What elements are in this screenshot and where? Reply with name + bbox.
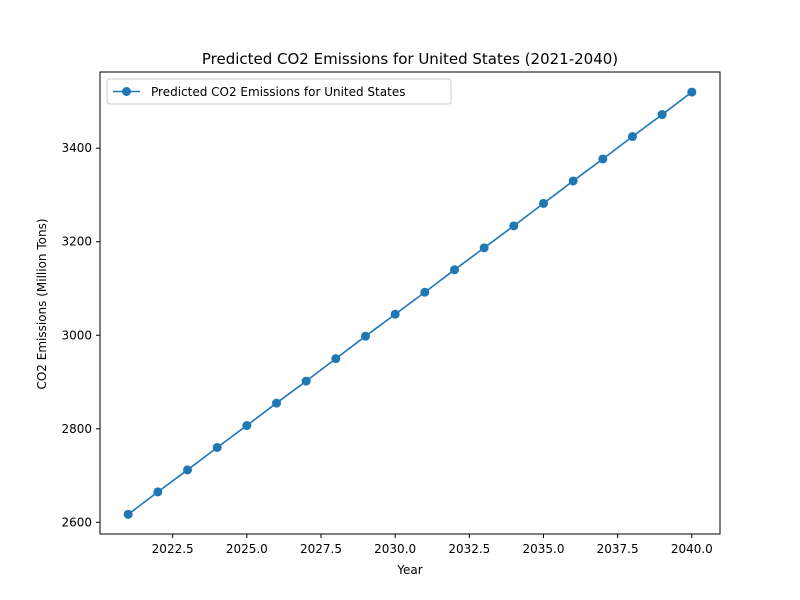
- data-point: [509, 221, 519, 231]
- legend: Predicted CO2 Emissions for United State…: [106, 78, 452, 105]
- y-tick-label: 3400: [61, 141, 92, 155]
- series-layer: [123, 87, 697, 519]
- data-point: [301, 376, 311, 386]
- data-point: [449, 265, 459, 275]
- plot-frame: [99, 71, 721, 535]
- data-point: [390, 309, 400, 319]
- data-point: [479, 243, 489, 253]
- data-point: [627, 132, 637, 142]
- data-point: [331, 354, 341, 364]
- legend-label: Predicted CO2 Emissions for United State…: [151, 85, 405, 99]
- data-point: [123, 509, 133, 519]
- x-axis-title: Year: [396, 563, 422, 577]
- x-tick-label: 2030.0: [374, 542, 416, 556]
- data-point: [153, 487, 163, 497]
- data-point: [538, 198, 548, 208]
- x-tick-label: 2025.0: [226, 542, 268, 556]
- x-tick-label: 2032.5: [448, 542, 490, 556]
- x-tick-label: 2022.5: [152, 542, 194, 556]
- x-tick-label: 2040.0: [671, 542, 713, 556]
- data-point: [272, 398, 282, 408]
- x-tick-label: 2035.0: [522, 542, 564, 556]
- data-point: [657, 110, 667, 120]
- y-axis-title: CO2 Emissions (Million Tons): [35, 218, 49, 389]
- data-point: [242, 421, 252, 431]
- plot-area: [99, 71, 721, 535]
- x-axis-ticks: 2022.5 2025.0 2027.5 2030.0 2032.5 2035.0 2037…: [152, 534, 713, 556]
- data-point: [420, 287, 430, 297]
- y-tick-label: 2800: [61, 422, 92, 436]
- data-point: [183, 465, 193, 475]
- legend-box: [106, 78, 452, 105]
- series-line: [127, 91, 693, 515]
- data-point: [598, 154, 608, 164]
- legend-marker: [122, 87, 131, 96]
- data-point: [361, 331, 371, 341]
- y-tick-label: 3000: [61, 328, 92, 342]
- y-axis-ticks: 2600 2800 3000 3200 3400: [61, 141, 100, 529]
- data-point: [687, 87, 697, 97]
- x-tick-label: 2027.5: [300, 542, 342, 556]
- chart-title: Predicted CO2 Emissions for United State…: [202, 50, 618, 68]
- y-tick-label: 2600: [61, 515, 92, 529]
- data-point: [568, 176, 578, 186]
- data-point: [212, 442, 222, 452]
- y-tick-label: 3200: [61, 235, 92, 249]
- x-tick-label: 2037.5: [597, 542, 639, 556]
